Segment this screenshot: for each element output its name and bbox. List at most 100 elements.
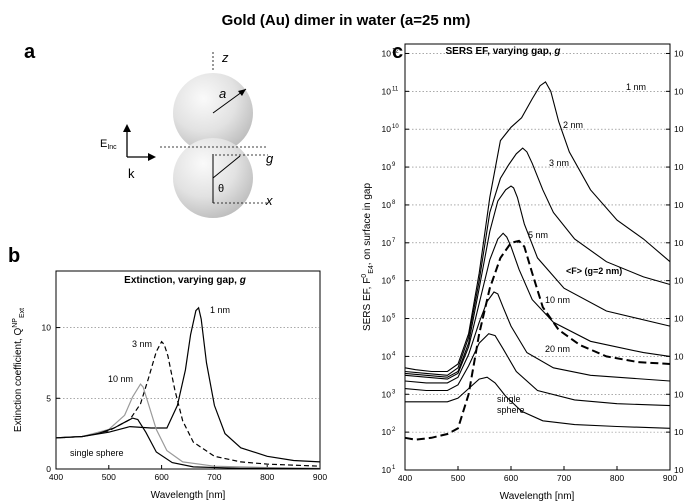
ytick-label-c: 10 (382, 124, 392, 134)
k-arrowhead (148, 153, 156, 161)
g-label: g (266, 151, 274, 166)
chart-b-ylabel: Extinction coefficient, QNPExt (12, 308, 26, 432)
theta-radius (212, 155, 241, 179)
plot-frame-b (55, 270, 321, 470)
ytick-label-c: 10 (382, 276, 392, 286)
ytick-label-c: 10 (382, 351, 392, 361)
ytick-label-c-right: 10 (674, 200, 684, 210)
series-line-c-1 (404, 147, 671, 376)
ytick-label-c-right: 10 (674, 351, 684, 361)
ytick-label-c-right: 10 (674, 162, 684, 172)
extinction-chart: b 0 5 10 400 500 600 700 800 900 Extinction, var… (8, 245, 327, 501)
xtick-label-c: 800 (610, 473, 624, 483)
e-arrowhead (123, 124, 131, 132)
ytick-label-b: 5 (46, 393, 51, 403)
ytick-label-c-right: 10 (674, 314, 684, 324)
schematic-panel: a z a EInc k g θ x (24, 41, 274, 218)
chart-b-xlabel: Wavelength [nm] (151, 490, 226, 501)
theta-label: θ (218, 183, 224, 195)
ytick-exponent-c: 3 (392, 389, 396, 395)
ytick-exponent-c: 6 (392, 276, 396, 282)
series-line-c-0 (404, 81, 671, 373)
ytick-label-c-right: 10 (674, 124, 684, 134)
series-line-b-3 (55, 417, 321, 470)
ytick-exponent-c: 5 (392, 314, 396, 320)
series-line-c-4 (404, 291, 671, 384)
radius-arrowhead (238, 89, 246, 96)
chart-b-title: Extinction, varying gap, g (124, 275, 246, 286)
xtick-label-b: 400 (49, 472, 63, 482)
ytick-exponent-c: 4 (392, 351, 396, 357)
ytick-label-b: 0 (46, 464, 51, 474)
label-sphere-c: sphere (497, 405, 525, 415)
ytick-label-c-right: 10 (674, 465, 684, 475)
chart-c-xlabel: Wavelength [nm] (500, 491, 575, 502)
ytick-label-c: 10 (382, 200, 392, 210)
label-10nm-b: 10 nm (108, 374, 133, 384)
z-label: z (221, 50, 229, 65)
label-20nm-c: 20 nm (545, 344, 570, 354)
plot-frame-c (404, 43, 671, 471)
ytick-label-c: 10 (382, 427, 392, 437)
ytick-label-c-right: 10 (674, 48, 684, 58)
xtick-label-c: 900 (663, 473, 677, 483)
ytick-label-c: 10 (382, 48, 392, 58)
ytick-label-c-right: 10 (674, 238, 684, 248)
label-1nm-b: 1 nm (210, 305, 230, 315)
k-label: k (128, 166, 135, 181)
xtick-label-c: 400 (398, 473, 412, 483)
xtick-label-b: 600 (155, 472, 169, 482)
ytick-label-c-right: 10 (674, 276, 684, 286)
series-line-b-2 (55, 383, 321, 469)
ytick-label-c: 10 (382, 389, 392, 399)
ytick-label-c-right: 10 (674, 389, 684, 399)
xtick-label-c: 600 (504, 473, 518, 483)
e-label: EInc (100, 138, 117, 151)
series-line-c-6 (405, 376, 671, 429)
xtick-label-c: 500 (451, 473, 465, 483)
ytick-label-b: 10 (42, 323, 52, 333)
ytick-label-c: 10 (382, 162, 392, 172)
x-label: x (265, 193, 273, 208)
series-line-c-5 (404, 333, 671, 407)
series-line-b-0 (55, 306, 321, 463)
panel-b-letter: b (8, 245, 20, 267)
series-line-c-7 (404, 239, 671, 441)
series-line-c-2 (404, 185, 671, 378)
ytick-exponent-c: 10 (392, 124, 399, 130)
ytick-exponent-c: 8 (392, 200, 396, 206)
chart-c-ylabel: SERS EF, F0E4, on surface in gap (361, 183, 375, 332)
ytick-label-c: 10 (382, 238, 392, 248)
xtick-label-b: 800 (260, 472, 274, 482)
label-average-c: <F> (g=2 nm) (566, 266, 622, 276)
ytick-label-c: 10 (382, 86, 392, 96)
chart-c-title: SERS EF, varying gap, g (445, 46, 560, 57)
label-single-sphere-b: single sphere (70, 448, 124, 458)
label-3nm-c: 3 nm (549, 158, 569, 168)
xtick-label-b: 900 (313, 472, 327, 482)
label-3nm-b: 3 nm (132, 339, 152, 349)
label-5nm-c: 5 nm (528, 230, 548, 240)
ytick-label-c: 10 (382, 314, 392, 324)
ytick-exponent-c: 11 (392, 86, 399, 92)
ytick-label-c-right: 10 (674, 86, 684, 96)
radius-label: a (219, 86, 226, 101)
panel-a-letter: a (24, 41, 36, 63)
label-single-c: single (497, 394, 521, 404)
panel-c-letter: c (392, 41, 403, 63)
series-line-c-3 (404, 232, 671, 380)
ytick-exponent-c: 2 (392, 427, 396, 433)
label-2nm-c: 2 nm (563, 120, 583, 130)
xtick-label-b: 700 (207, 472, 221, 482)
ytick-exponent-c: 7 (392, 238, 396, 244)
figure-title: Gold (Au) dimer in water (a=25 nm) (222, 12, 471, 29)
label-1nm-c: 1 nm (626, 82, 646, 92)
xtick-label-b: 500 (102, 472, 116, 482)
ytick-label-c-right: 10 (674, 427, 684, 437)
ytick-exponent-c: 9 (392, 162, 396, 168)
xtick-label-c: 700 (557, 473, 571, 483)
ytick-label-c: 10 (382, 465, 392, 475)
label-10nm-c: 10 nm (545, 295, 570, 305)
